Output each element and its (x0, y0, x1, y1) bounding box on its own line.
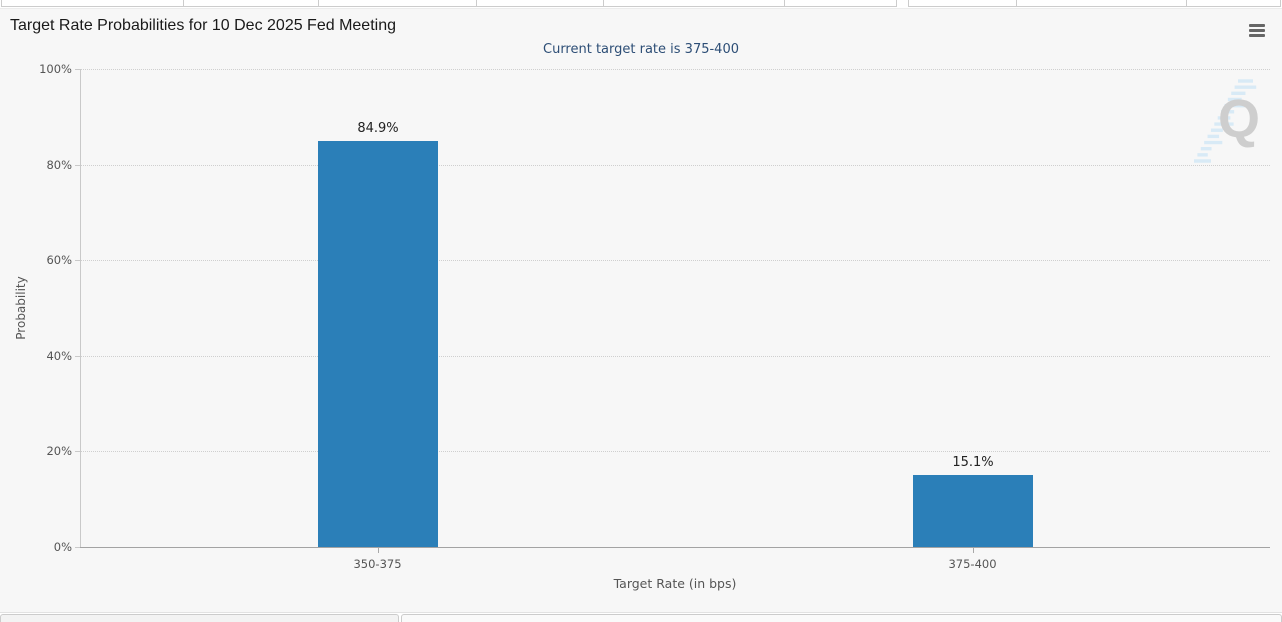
y-axis-tick (75, 451, 80, 452)
chart-panel: Target Rate Probabilities for 10 Dec 202… (0, 8, 1282, 613)
top-cutoff-table-right (908, 0, 1281, 7)
bar-375-400[interactable] (913, 475, 1033, 547)
top-cutoff-table-left (1, 0, 897, 7)
bottom-cutoff-panel-right (401, 614, 1282, 622)
x-axis-line (80, 547, 1270, 548)
y-axis-tick (75, 547, 80, 548)
bar-value-label: 15.1% (952, 455, 994, 470)
y-axis-tick (75, 260, 80, 261)
x-axis-tick (973, 548, 974, 553)
svg-text:Q: Q (1218, 89, 1260, 149)
bar-350-375[interactable] (318, 141, 438, 547)
gridline-60% (80, 260, 1270, 261)
chart-subtitle: Current target rate is 375-400 (543, 42, 739, 57)
bottom-cutoff-panel-left (0, 614, 399, 622)
y-tick-label: 80% (46, 158, 72, 172)
y-axis-tick (75, 165, 80, 166)
bar-value-label: 84.9% (357, 121, 399, 136)
chart-title: Target Rate Probabilities for 10 Dec 202… (10, 17, 396, 34)
y-axis-line (80, 69, 81, 547)
y-axis-title: Probability (14, 276, 28, 340)
gridline-80% (80, 165, 1270, 166)
y-tick-label: 100% (39, 62, 72, 76)
x-axis-title: Target Rate (in bps) (613, 576, 737, 591)
y-tick-label: 20% (46, 444, 72, 458)
y-tick-label: 60% (46, 253, 72, 267)
x-tick-label: 375-400 (948, 557, 997, 571)
quikstrike-watermark-logo: Q (1190, 73, 1272, 167)
top-cutoff-strip (0, 0, 1282, 8)
y-tick-label: 0% (53, 540, 72, 554)
chart-context-menu-button[interactable] (1245, 19, 1269, 41)
y-axis-tick (75, 69, 80, 70)
gridline-100% (80, 69, 1270, 70)
gridline-20% (80, 451, 1270, 452)
x-axis-tick (378, 548, 379, 553)
hamburger-icon (1249, 23, 1265, 27)
y-tick-label: 40% (46, 349, 72, 363)
gridline-40% (80, 356, 1270, 357)
bottom-cutoff-strip (0, 614, 1282, 622)
y-axis-tick (75, 356, 80, 357)
x-tick-label: 350-375 (353, 557, 402, 571)
